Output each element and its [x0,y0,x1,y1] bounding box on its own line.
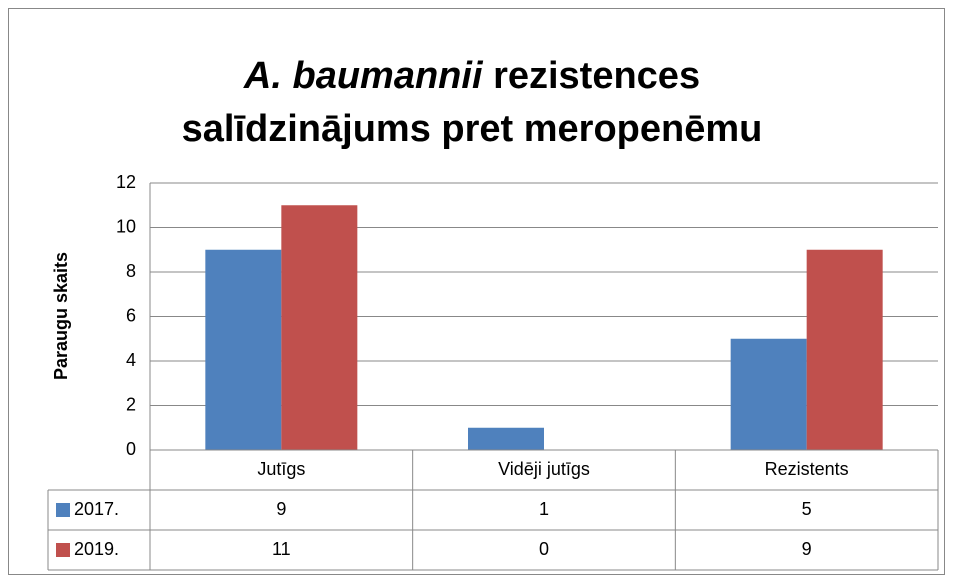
table-value: 1 [539,499,549,519]
chart-title: salīdzinājums pret meropenēmu [182,108,763,150]
x-tick-label: Vidēji jutīgs [498,459,590,479]
bar [806,249,883,450]
table-value: 9 [276,499,286,519]
table-value: 0 [539,539,549,559]
y-tick-label: 12 [116,172,136,192]
y-tick-label: 0 [126,439,136,459]
y-axis-label: Paraugu skaits [51,252,71,380]
legend-swatch [56,503,70,517]
bar [730,338,807,450]
legend-label: 2019. [74,539,119,559]
y-tick-label: 4 [126,350,136,370]
y-tick-label: 6 [126,305,136,325]
x-tick-label: Jutīgs [257,459,305,479]
table-value: 11 [272,539,291,559]
bar [468,427,544,450]
chart-title: A. baumannii rezistences [243,55,700,97]
y-tick-label: 10 [116,216,136,236]
table-value: 5 [802,499,812,519]
bar [205,249,282,450]
legend-label: 2017. [74,499,119,519]
title-italic: A. baumannii [243,55,484,97]
table-value: 9 [802,539,812,559]
title-part: rezistences [493,55,700,97]
y-tick-label: 8 [126,261,136,281]
bar [281,205,358,450]
y-tick-label: 2 [126,394,136,414]
legend-swatch [56,543,70,557]
chart-border [8,8,945,575]
x-tick-label: Rezistents [765,459,849,479]
